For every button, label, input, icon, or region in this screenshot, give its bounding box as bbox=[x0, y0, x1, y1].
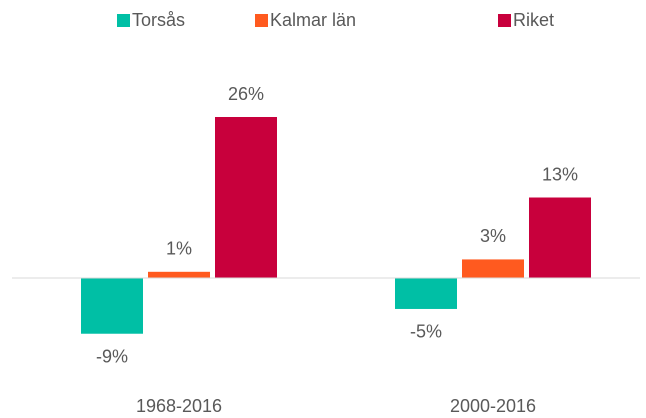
legend-label: Torsås bbox=[132, 10, 185, 30]
data-label: 13% bbox=[542, 164, 578, 184]
legend-label: Riket bbox=[513, 10, 554, 30]
bar bbox=[215, 117, 277, 278]
bar bbox=[462, 259, 524, 278]
legend-label: Kalmar län bbox=[270, 10, 356, 30]
data-label: 3% bbox=[480, 226, 506, 246]
bar bbox=[529, 197, 591, 278]
bar bbox=[395, 278, 457, 309]
legend-swatch bbox=[498, 14, 511, 27]
legend-swatch bbox=[117, 14, 130, 27]
x-tick-label: 2000-2016 bbox=[450, 396, 536, 416]
data-label: -5% bbox=[410, 322, 442, 342]
legend-swatch bbox=[255, 14, 268, 27]
data-label: 1% bbox=[166, 239, 192, 259]
bar bbox=[148, 271, 210, 278]
bar bbox=[81, 278, 143, 334]
data-label: 26% bbox=[228, 84, 264, 104]
x-tick-label: 1968-2016 bbox=[136, 396, 222, 416]
data-label: -9% bbox=[96, 346, 128, 366]
